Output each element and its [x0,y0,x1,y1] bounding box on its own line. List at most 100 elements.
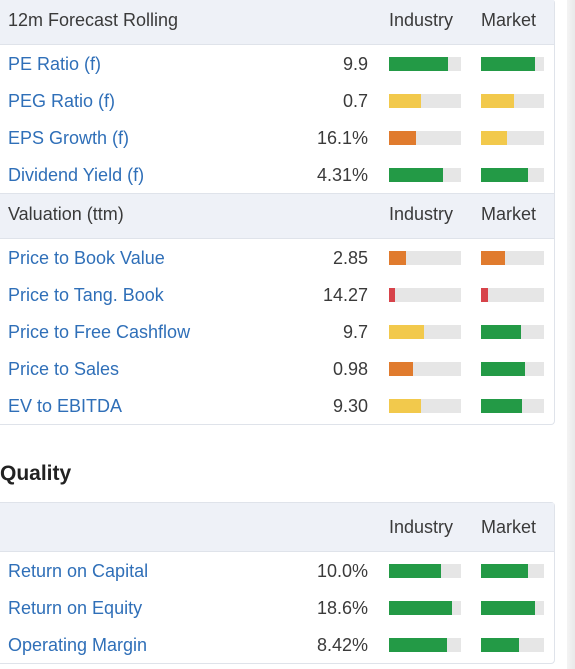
metric-value: 9.9 [342,54,368,74]
market-rank-bar [481,168,544,182]
market-rank-bar [481,288,544,302]
metric-link[interactable]: EPS Growth (f) [8,128,130,148]
valuation-market-column-header: Market [481,204,537,224]
industry-rank-fill [389,94,421,108]
market-rank-fill [481,601,535,615]
metric-value: 4.31% [316,165,368,185]
metric-link[interactable]: Return on Equity [8,598,143,618]
industry-rank-fill [389,399,421,413]
industry-rank-bar [389,601,461,615]
valuation-title: Valuation (ttm) [8,204,124,224]
metric-row: EV to EBITDA 9.30 [0,387,554,424]
industry-rank-bar [389,168,461,182]
metric-value: 9.30 [332,396,368,416]
industry-rank-fill [389,251,406,265]
industry-rank-bar [389,325,461,339]
industry-rank-bar [389,288,461,302]
metric-row: Price to Free Cashflow 9.7 [0,313,554,350]
metric-link[interactable]: Operating Margin [8,635,148,655]
metric-link[interactable]: PE Ratio (f) [8,54,102,74]
quality-industry-column-header: Industry [389,517,454,537]
market-rank-bar [481,564,544,578]
metric-link[interactable]: EV to EBITDA [8,396,123,416]
valuation-rows: Price to Book Value 2.85 Price to Tang. Bo… [0,239,554,424]
forecast-header: 12m Forecast Rolling Industry Market [0,0,554,45]
quality-section-title: Quality [0,462,72,485]
metric-row: PEG Ratio (f) 0.7 [0,82,554,119]
forecast-industry-column-header: Industry [389,10,454,30]
metric-link[interactable]: Price to Tang. Book [8,285,164,305]
industry-rank-bar [389,94,461,108]
metric-link[interactable]: Price to Book Value [8,248,165,268]
industry-rank-bar [389,57,461,71]
market-rank-fill [481,57,535,71]
industry-rank-bar [389,638,461,652]
industry-rank-bar [389,362,461,376]
market-rank-fill [481,362,526,376]
metric-row: Price to Book Value 2.85 [0,239,554,276]
market-rank-fill [481,325,522,339]
metric-value: 9.7 [342,322,368,342]
metric-value: 0.98 [332,359,368,379]
industry-rank-fill [389,564,441,578]
quality-header: Industry Market [0,503,554,552]
market-rank-fill [481,94,514,108]
metric-row: Return on Equity 18.6% [0,589,554,626]
market-rank-fill [481,288,488,302]
metric-row: Dividend Yield (f) 4.31% [0,156,554,193]
forecast-rows: PE Ratio (f) 9.9 PEG Ratio (f) 0.7 EPS Growt… [0,45,554,193]
metric-row: Operating Margin 8.42% [0,626,554,663]
scroll-edge [567,0,575,669]
metric-row: Price to Tang. Book 14.27 [0,276,554,313]
market-rank-fill [481,564,529,578]
industry-rank-fill [389,601,452,615]
industry-rank-fill [389,57,449,71]
metric-link[interactable]: Price to Free Cashflow [8,322,191,342]
metric-link[interactable]: PEG Ratio (f) [8,91,116,111]
metric-value: 18.6% [316,598,368,618]
quality-rows: Return on Capital 10.0% Return on Equity 18… [0,552,554,663]
market-rank-fill [481,399,522,413]
market-rank-fill [481,131,508,145]
metric-value: 8.42% [316,635,368,655]
market-rank-bar [481,94,544,108]
market-rank-bar [481,601,544,615]
forecast-market-column-header: Market [481,10,537,30]
market-rank-bar [481,131,544,145]
metric-value: 14.27 [322,285,368,305]
metric-row: Return on Capital 10.0% [0,552,554,589]
industry-rank-fill [389,362,413,376]
market-rank-bar [481,251,544,265]
market-rank-fill [481,251,505,265]
industry-rank-fill [389,325,425,339]
industry-rank-bar [389,251,461,265]
valuation-industry-column-header: Industry [389,204,454,224]
metric-row: PE Ratio (f) 9.9 [0,45,554,82]
forecast-valuation-panel: 12m Forecast Rolling Industry Market PE … [0,0,555,425]
industry-rank-bar [389,564,461,578]
metric-value: 0.7 [342,91,368,111]
industry-rank-bar [389,131,461,145]
market-rank-fill [481,638,519,652]
quality-panel: Industry Market Return on Capital 10.0% Re… [0,502,555,664]
market-rank-fill [481,168,529,182]
forecast-title: 12m Forecast Rolling [8,10,179,30]
industry-rank-fill [389,288,396,302]
metric-value: 16.1% [316,128,368,148]
metric-row: EPS Growth (f) 16.1% [0,119,554,156]
market-rank-bar [481,362,544,376]
industry-rank-fill [389,168,443,182]
metric-value: 10.0% [316,561,368,581]
metric-link[interactable]: Price to Sales [8,359,120,379]
market-rank-bar [481,57,544,71]
metric-link[interactable]: Dividend Yield (f) [8,165,145,185]
industry-rank-fill [389,638,447,652]
metric-row: Price to Sales 0.98 [0,350,554,387]
quality-market-column-header: Market [481,517,537,537]
industry-rank-bar [389,399,461,413]
market-rank-bar [481,638,544,652]
metric-value: 2.85 [332,248,368,268]
industry-rank-fill [389,131,417,145]
market-rank-bar [481,399,544,413]
metric-link[interactable]: Return on Capital [8,561,149,581]
